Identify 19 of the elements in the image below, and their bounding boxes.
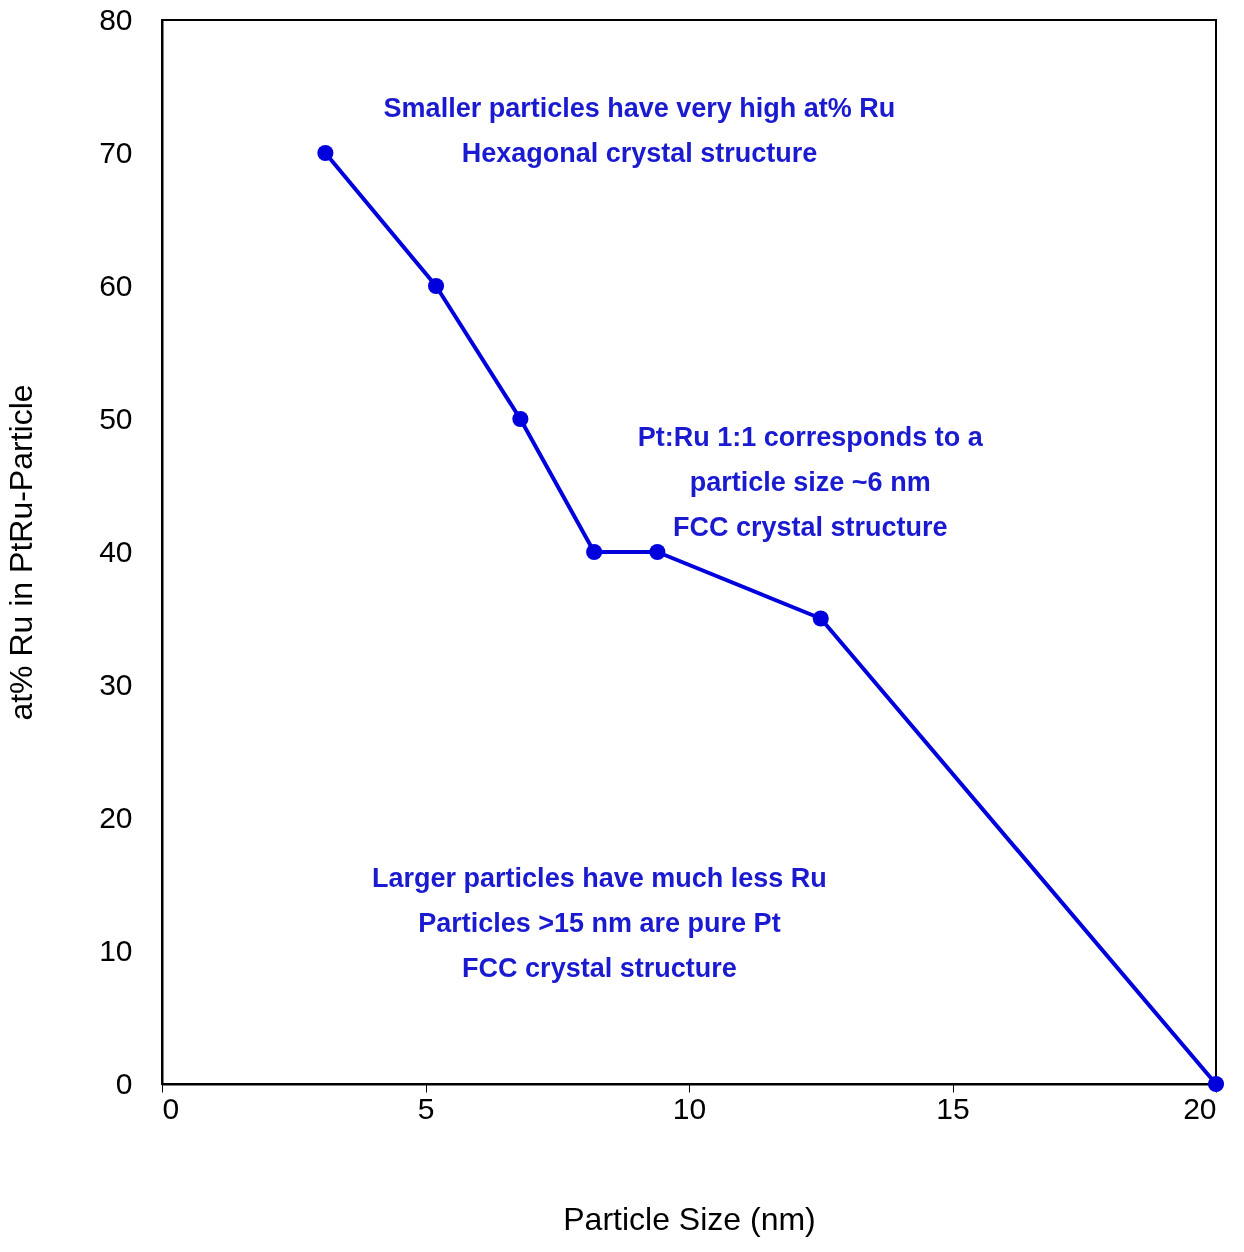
y-tick-label: 70 [99, 135, 133, 169]
y-tick-label: 40 [99, 534, 133, 568]
y-tick-label: 80 [99, 2, 133, 36]
y-tick-label: 20 [99, 800, 133, 834]
x-tick-label: 20 [1183, 1091, 1217, 1125]
y-tick-label: 30 [99, 667, 133, 701]
x-axis-title: Particle Size (nm) [563, 1200, 816, 1237]
annotation: Smaller particles have very high at% Ru Hexagonal crystal structure [383, 93, 896, 169]
x-tick-label: 0 [162, 1091, 180, 1125]
y-axis-title: at% Ru in PtRu-Particle [3, 384, 40, 721]
annotation: Pt:Ru 1:1 corresponds to a particle size ~6 nm FCC crystal structure [637, 421, 984, 542]
y-tick-label: 60 [99, 268, 133, 302]
x-tick-label: 15 [936, 1091, 970, 1125]
x-tick-label: 10 [672, 1091, 707, 1125]
annotation: Larger particles have much less Ru Particles >15 nm are pure Pt FCC crystal structure [372, 863, 827, 984]
y-tick-label: 10 [99, 933, 133, 967]
y-tick-label: 50 [99, 401, 133, 435]
y-tick-label: 0 [115, 1066, 133, 1100]
x-tick-label: 5 [417, 1091, 435, 1125]
